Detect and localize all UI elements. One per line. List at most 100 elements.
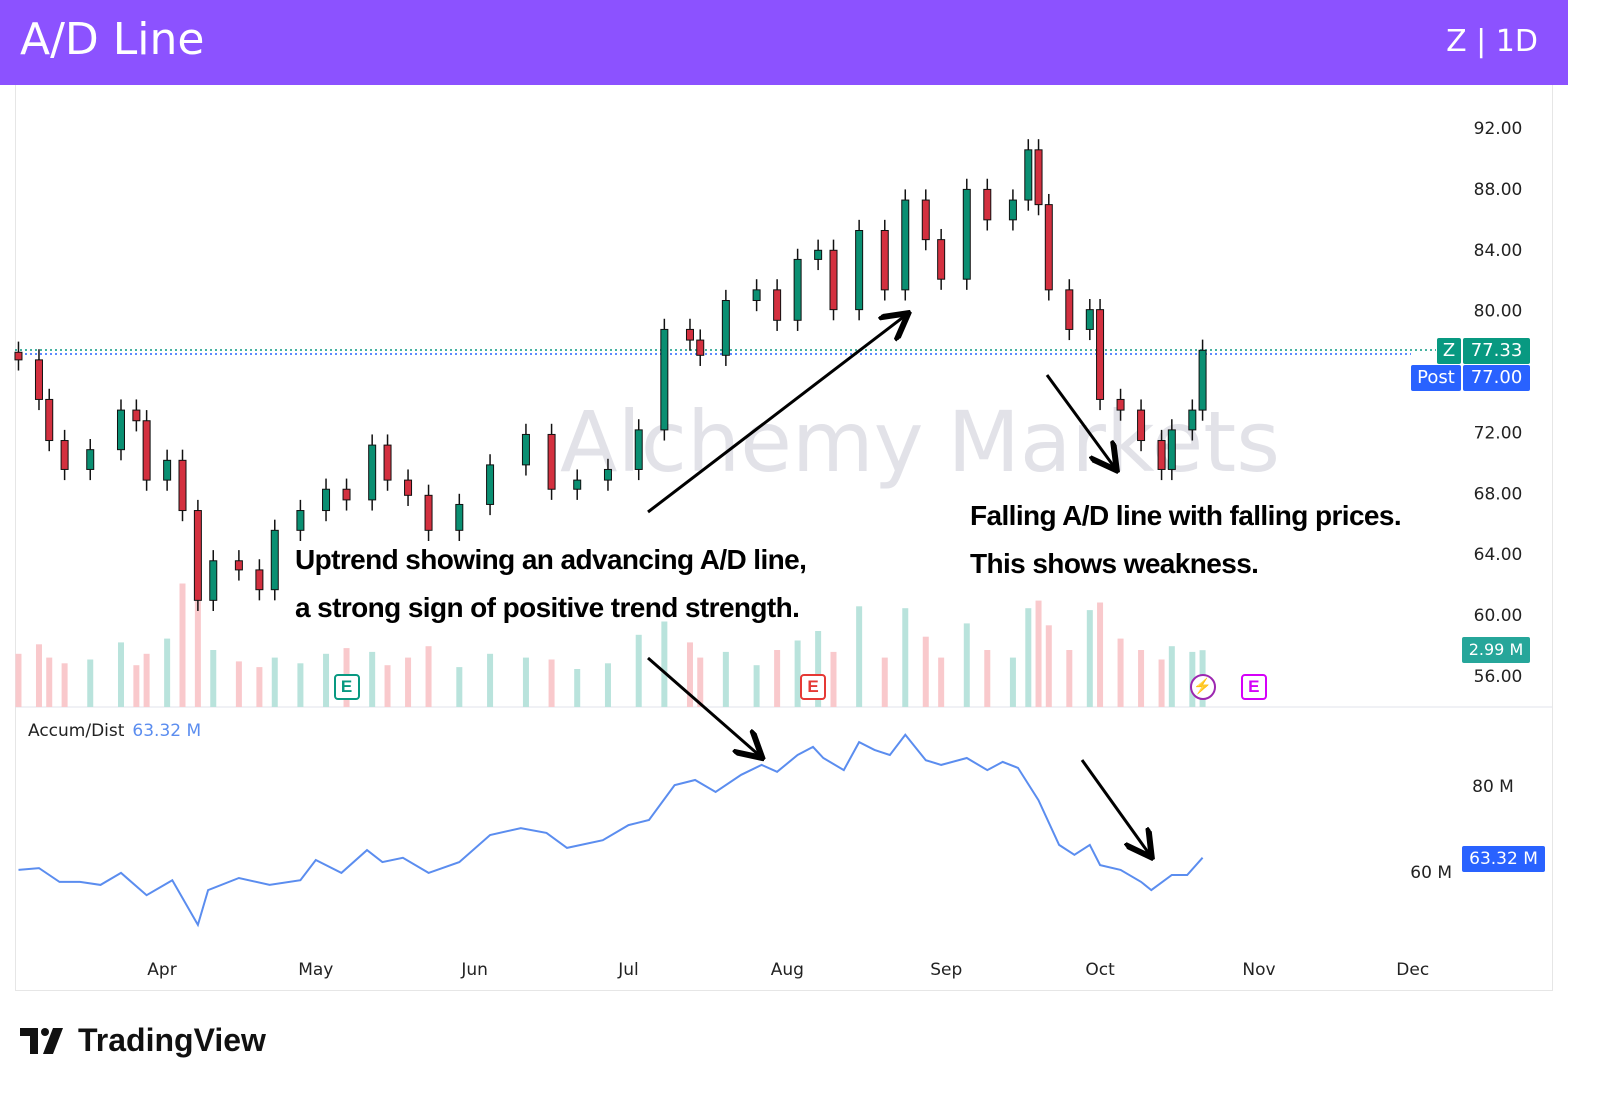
volume-bar	[1168, 646, 1175, 707]
price-tick-label: 84.00	[1474, 241, 1523, 261]
candle-body	[521, 433, 530, 466]
volume-bar	[1035, 600, 1042, 707]
volume-bar	[87, 659, 94, 707]
candle-body	[14, 351, 23, 361]
volume-bar	[922, 636, 929, 707]
volume-bar	[522, 657, 529, 707]
symbol-interval[interactable]: Z | 1D	[1446, 24, 1538, 59]
lightning-icon[interactable]: ⚡	[1189, 674, 1216, 700]
post-market-tag: Post	[1411, 365, 1461, 391]
candle-body	[1096, 309, 1105, 400]
tradingview-logo-icon	[20, 1027, 63, 1054]
candle-body	[921, 199, 930, 241]
earnings-icon[interactable]: E	[333, 674, 360, 700]
time-tick-label: Nov	[1242, 960, 1275, 980]
candle-body	[142, 420, 151, 481]
volume-bar	[210, 650, 217, 707]
annotation-uptrend-line-1: Uptrend showing an advancing A/D line,	[295, 544, 807, 575]
candle-body	[1044, 204, 1053, 291]
price-tick-label: 64.00	[1474, 545, 1523, 565]
arrow-falling-ad	[1080, 759, 1150, 855]
header-bar: A/D Line Z | 1D	[0, 0, 1568, 85]
volume-bar	[856, 606, 863, 707]
volume-bar	[938, 657, 945, 707]
volume-bar	[297, 663, 304, 707]
candle-body	[45, 398, 54, 442]
volume-bar	[902, 608, 909, 707]
candle-body	[1157, 440, 1166, 470]
volume-bar	[984, 650, 991, 707]
annotation-falling: Falling A/D line with falling prices. Th…	[970, 492, 1402, 588]
ad-tick-label: 60 M	[1410, 863, 1452, 883]
volume-bar	[753, 665, 760, 707]
volume-bar	[635, 634, 642, 707]
volume-bar	[235, 661, 242, 707]
volume-bar	[1009, 657, 1016, 707]
candle-body	[547, 433, 556, 490]
candle-body	[1065, 289, 1074, 330]
indicator-legend[interactable]: Accum/Dist 63.32 M	[28, 721, 201, 741]
volume-bar	[774, 650, 781, 707]
volume-bar	[15, 653, 22, 707]
indicator-name: Accum/Dist	[28, 721, 125, 741]
candle-body	[901, 199, 910, 291]
volume-bar	[1097, 602, 1104, 707]
volume-bar	[661, 621, 668, 707]
volume-bar	[1138, 650, 1145, 707]
candle-body	[721, 300, 730, 356]
candle-body	[86, 449, 95, 470]
candle-body	[1116, 398, 1125, 411]
volume-bars	[15, 583, 1206, 707]
candle-body	[1085, 309, 1094, 330]
candle-body	[1167, 429, 1176, 470]
price-tick-label: 80.00	[1474, 302, 1523, 322]
candle-body	[573, 479, 582, 490]
candle-body	[660, 328, 669, 431]
ad-value-label: 63.32 M	[1462, 846, 1545, 872]
volume-bar	[548, 659, 555, 707]
ad-tick-label: 80 M	[1472, 777, 1514, 797]
ad-axis: 80 M 60 M	[1410, 777, 1514, 883]
earnings-icon[interactable]: E	[800, 674, 826, 700]
volume-bar	[963, 623, 970, 707]
candle-body	[1034, 149, 1043, 206]
price-axis[interactable]: 92.00 88.00 84.00 80.00 72.00 68.00 64.00 60.00…	[1474, 119, 1523, 687]
candle-body	[116, 409, 125, 451]
earnings-icon[interactable]: E	[1240, 674, 1267, 700]
candle-body	[855, 229, 864, 311]
candle-body	[132, 409, 141, 422]
time-axis[interactable]: Apr May Jun Jul Aug Sep Oct Nov Dec	[147, 960, 1429, 980]
arrow-uptrend-ad	[647, 656, 760, 756]
volume-bar	[271, 657, 278, 707]
chart-panel	[15, 85, 1553, 991]
arrow-uptrend-price	[647, 315, 906, 514]
candle-body	[880, 229, 889, 291]
candle-body	[962, 188, 971, 280]
last-price-label: 77.33	[1463, 338, 1530, 364]
candle-body	[1024, 149, 1033, 201]
volume-bar	[1066, 650, 1073, 707]
volume-bar	[686, 642, 693, 707]
volume-bar	[384, 665, 391, 707]
candle-body	[234, 560, 243, 571]
candle-body	[404, 479, 413, 496]
time-tick-label: Apr	[147, 960, 176, 980]
candle-body	[193, 510, 202, 601]
candle-body	[60, 440, 69, 470]
symbol-label: Z	[1437, 338, 1461, 364]
volume-bar	[323, 653, 330, 707]
volume-bar	[61, 663, 68, 707]
volume-bar	[815, 631, 822, 707]
time-tick-label: Sep	[930, 960, 962, 980]
candle-body	[937, 239, 946, 280]
candle-body	[163, 459, 172, 481]
price-tick-label: 56.00	[1474, 667, 1523, 687]
candle-body	[1188, 409, 1197, 431]
volume-bar	[256, 667, 263, 707]
volume-bar	[133, 665, 140, 707]
candle-body	[814, 249, 823, 260]
candle-body	[793, 258, 802, 321]
volume-bar	[405, 657, 412, 707]
candle-body	[634, 429, 643, 470]
